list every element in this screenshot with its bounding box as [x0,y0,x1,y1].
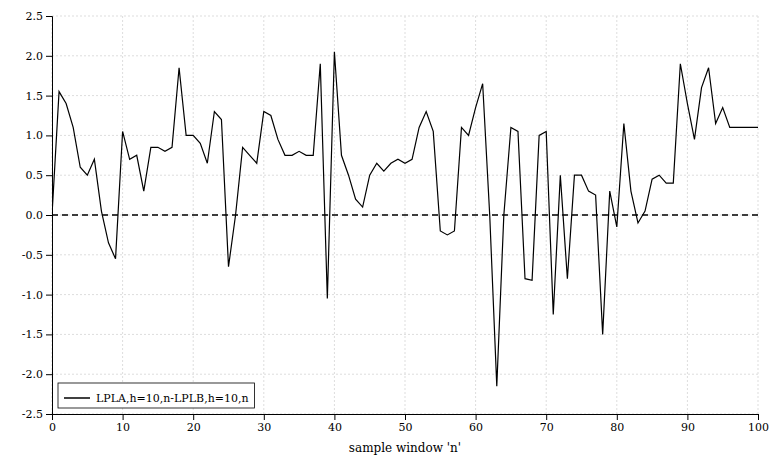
tick-mark [193,414,194,420]
tick: -1.0 [22,289,52,302]
tick-label: 20 [187,421,201,434]
tick-mark [46,334,52,335]
tick-mark [46,56,52,57]
tick-mark [264,414,265,420]
tick: 0.5 [26,169,53,182]
tick: 2.5 [26,10,53,23]
tick-mark [46,96,52,97]
legend-label: LPLA,h=10,n-LPLB,h=10,n [96,392,249,405]
grid-line [52,374,758,375]
tick: 100 [748,414,769,434]
tick: 40 [328,414,342,434]
grid-line [52,16,758,17]
grid [52,16,758,414]
series-line [52,52,758,386]
tick-label: -2.5 [22,408,43,421]
tick-mark [476,414,477,420]
tick-label: 80 [610,421,624,434]
tick-label: 1.0 [26,129,44,142]
tick-label: 0 [49,421,56,434]
x-axis: 0 10 20 30 40 50 60 70 80 90 100 [49,414,769,434]
tick-mark [46,374,52,375]
tick-label: 2.0 [26,50,44,63]
grid-line [52,135,758,136]
tick-mark [46,135,52,136]
tick-mark [405,414,406,420]
tick: 1.0 [26,129,53,142]
plot: 0 10 20 30 40 50 60 70 80 90 100 -2.5 -2.0 -1.5 -1.0 -0… [22,10,769,434]
tick: 30 [257,414,271,434]
grid-line [52,175,758,176]
tick-label: -0.5 [22,249,43,262]
tick-mark [687,414,688,420]
tick-label: 0.5 [26,169,44,182]
y-axis: -2.5 -2.0 -1.5 -1.0 -0.5 0.0 0.5 1.0 1.5 2.0 2.5 [22,10,53,421]
tick: 10 [116,414,130,434]
tick-label: -1.0 [22,289,43,302]
tick: 1.5 [26,90,53,103]
tick-mark [46,215,52,216]
axis-line [46,17,53,415]
tick-label: 100 [748,421,769,434]
tick-label: 1.5 [26,90,44,103]
grid-line [52,254,758,255]
grid-line [52,55,758,56]
legend-item: LPLA,h=10,n-LPLB,h=10,n [64,392,249,405]
tick-label: 50 [399,421,413,434]
tick: 90 [681,414,695,434]
grid-line [52,294,758,295]
tick-label: 70 [540,421,554,434]
tick-label: 40 [328,421,342,434]
tick-mark [334,414,335,420]
tick-label: 90 [681,421,695,434]
axis-line [53,415,759,421]
reference-line [52,214,758,216]
tick-mark [546,414,547,420]
tick: -1.5 [22,328,52,341]
tick-mark [46,16,52,17]
tick-mark [46,175,52,176]
grid-line [52,334,758,335]
tick: 80 [610,414,624,434]
tick: 0 [49,414,56,434]
tick: 50 [399,414,413,434]
legend-swatch [64,397,90,399]
tick-label: 10 [116,421,130,434]
tick-mark [46,414,52,415]
tick-mark [123,414,124,420]
tick: -2.5 [22,408,52,421]
legend: LPLA,h=10,n-LPLB,h=10,n [58,383,255,408]
legend-box [58,383,255,408]
x-axis-label: sample window 'n' [349,441,461,455]
chart: 0 10 20 30 40 50 60 70 80 90 100 -2.5 -2.0 -1.5 -1.0 -0… [0,0,780,462]
tick: -2.0 [22,368,52,381]
tick-mark [617,414,618,420]
tick-label: -1.5 [22,328,43,341]
tick: 2.0 [26,50,53,63]
tick-label: 2.5 [26,10,44,23]
grid-line [52,215,758,216]
tick: 0.0 [26,209,53,222]
tick: 20 [187,414,201,434]
tick-mark [758,414,759,420]
tick-label: 0.0 [26,209,44,222]
marks [52,52,758,386]
grid-line [52,95,758,96]
tick: 70 [540,414,554,434]
tick-mark [46,295,52,296]
tick-label: -2.0 [22,368,43,381]
tick-label: 60 [469,421,483,434]
tick-label: 30 [257,421,271,434]
tick: 60 [469,414,483,434]
tick-mark [46,255,52,256]
tick: -0.5 [22,249,52,262]
